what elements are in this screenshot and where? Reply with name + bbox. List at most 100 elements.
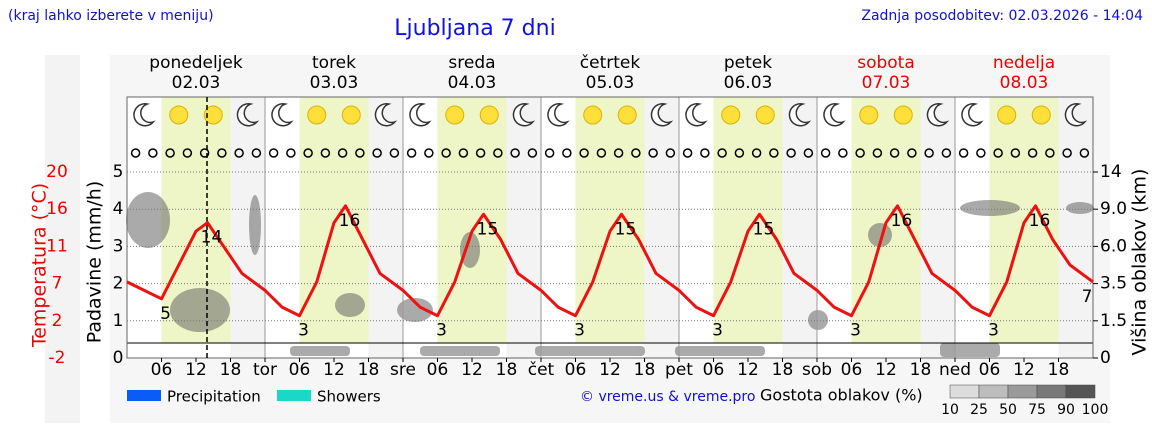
- wind-calm: [475, 148, 486, 158]
- temp-extreme-label: 3: [988, 321, 999, 341]
- sun-icon: [341, 105, 361, 125]
- x-tick-label: čet: [528, 360, 555, 380]
- cloud-blob: [170, 288, 230, 332]
- wind-calm: [441, 148, 451, 158]
- wind-calm: [665, 148, 676, 158]
- precip-axis-label: Padavine (mm/h): [84, 181, 106, 344]
- cloud-blob: [249, 195, 261, 255]
- y2-tick-label: 14: [1100, 162, 1122, 182]
- temp-tick-label: 2: [52, 311, 63, 331]
- y-tick-label: 2: [113, 274, 124, 294]
- wind-calm: [372, 148, 382, 158]
- day-date: 08.03: [1000, 73, 1049, 93]
- cloud-scale-label: 90: [1057, 402, 1075, 418]
- y2-tick-label: 3.5: [1100, 274, 1127, 294]
- wind-calm: [320, 148, 331, 158]
- credit: © vreme.us & vreme.pro: [580, 389, 755, 405]
- day-date: 04.03: [448, 73, 497, 93]
- moon-icon: [961, 103, 984, 127]
- y-tick-label: 5: [113, 162, 124, 182]
- cloud-blob: [675, 346, 765, 356]
- day-name: ponedeljek: [149, 53, 243, 73]
- sun-icon: [721, 105, 741, 125]
- wind-calm: [251, 148, 262, 158]
- moon-icon: [547, 103, 570, 127]
- temp-tick-label: 20: [46, 162, 68, 182]
- x-tick-label: tor: [253, 360, 277, 380]
- temp-axis-label: Temperatura (°C): [29, 183, 51, 348]
- wind-calm: [838, 148, 848, 158]
- menu-hint: (kraj lahko izberete v meniju): [8, 8, 214, 24]
- x-tick-label: 06: [703, 360, 725, 380]
- day-band: [851, 97, 921, 343]
- temp-extreme-label: 5: [160, 304, 171, 324]
- day-name: sobota: [857, 53, 915, 73]
- left-panel: [45, 55, 80, 423]
- temp-tick-label: -2: [49, 348, 66, 368]
- temp-tick-label: 7: [52, 274, 63, 294]
- wind-calm: [889, 148, 900, 158]
- temp-extreme-label: 16: [1029, 211, 1051, 231]
- moon-icon: [271, 103, 294, 127]
- wind-calm: [820, 148, 831, 158]
- y-tick-label: 3: [113, 236, 124, 256]
- wind-calm: [562, 148, 572, 158]
- x-tick-label: 12: [875, 360, 897, 380]
- day-name: četrtek: [580, 53, 641, 73]
- x-tick-label: 06: [427, 360, 449, 380]
- temp-extreme-label: 14: [201, 228, 223, 248]
- moon-icon: [788, 103, 812, 127]
- sun-icon: [307, 105, 327, 125]
- wind-calm: [458, 148, 469, 158]
- temp-extreme-label: 3: [298, 321, 309, 341]
- wind-calm: [303, 148, 313, 158]
- temp-tick-label: 11: [46, 236, 68, 256]
- moon-icon: [1064, 103, 1088, 127]
- legend-swatch: [127, 390, 161, 401]
- x-tick-label: 18: [358, 360, 380, 380]
- night-band: [1058, 97, 1093, 358]
- wind-calm: [527, 148, 538, 158]
- x-tick-label: 18: [1048, 360, 1070, 380]
- cloud-scale-label: Gostota oblakov (%): [760, 386, 923, 405]
- x-tick-label: 06: [565, 360, 587, 380]
- night-band: [368, 97, 403, 358]
- x-tick-label: 12: [1013, 360, 1035, 380]
- wind-calm: [1062, 148, 1072, 158]
- wind-calm: [1045, 148, 1055, 158]
- x-tick-label: pet: [665, 360, 693, 380]
- moon-icon: [409, 103, 432, 127]
- day-name: petek: [724, 53, 772, 73]
- sun-icon: [445, 105, 465, 125]
- wind-calm: [544, 148, 555, 158]
- x-tick-label: 18: [634, 360, 656, 380]
- wind-calm: [631, 148, 641, 158]
- temperature-line: [126, 204, 1094, 318]
- moon-icon: [374, 103, 398, 127]
- cloud-blob: [868, 223, 892, 247]
- moon-icon: [133, 103, 156, 127]
- day-band: [575, 97, 645, 343]
- cloud-scale-box: [1036, 384, 1067, 399]
- day-date: 03.03: [310, 73, 359, 93]
- x-tick-label: 18: [220, 360, 242, 380]
- day-band: [437, 97, 507, 343]
- cloud-blob: [335, 293, 365, 317]
- night-band: [920, 97, 955, 358]
- x-tick-label: sob: [802, 360, 832, 380]
- wind-calm: [510, 148, 520, 158]
- wind-calm: [234, 148, 244, 158]
- wind-calm: [872, 148, 883, 158]
- day-band: [713, 97, 783, 343]
- wind-calm: [855, 148, 865, 158]
- wind-calm: [993, 148, 1003, 158]
- wind-calm: [493, 148, 503, 158]
- day-date: 07.03: [862, 73, 911, 93]
- cloud-scale-label: 50: [999, 402, 1017, 418]
- day-name: nedelja: [993, 53, 1055, 73]
- cloud-scale-box: [1065, 384, 1096, 399]
- wind-calm: [700, 148, 710, 158]
- temp-extreme-label: 3: [712, 321, 723, 341]
- temp-extreme-label: 16: [339, 211, 361, 231]
- cloud-blob: [1066, 202, 1094, 214]
